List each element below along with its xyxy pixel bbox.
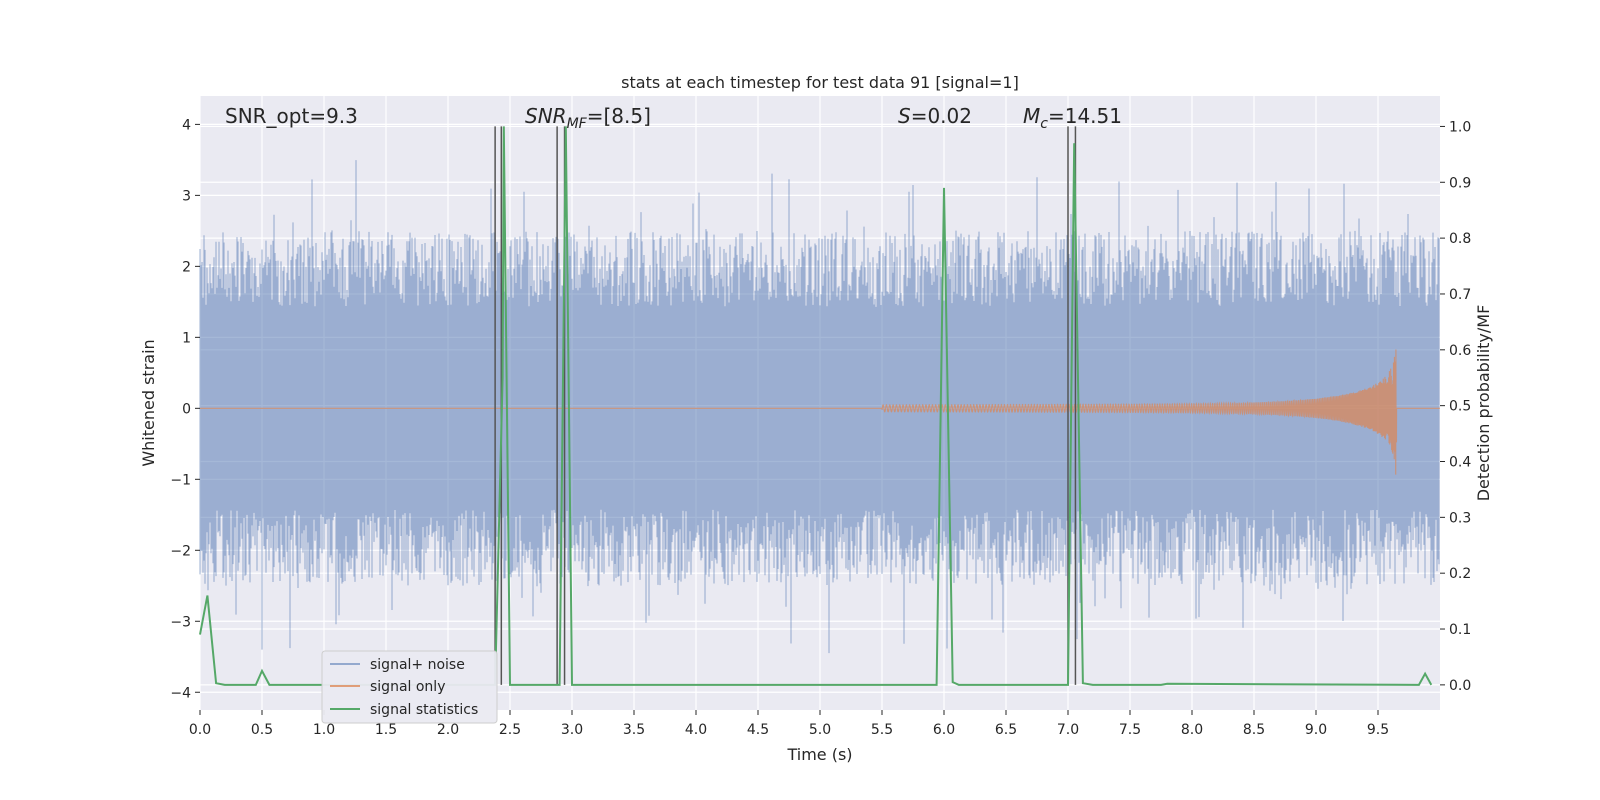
annotation-snr-opt: SNR_opt=9.3 [225, 104, 358, 128]
y-tick-label-right: 0.7 [1449, 287, 1471, 303]
y-tick-label-left: 2 [182, 259, 191, 275]
x-tick-label: 3.0 [561, 722, 583, 738]
signal-noise-line [199, 160, 1440, 654]
y-tick-label-left: −3 [170, 614, 191, 630]
x-tick-label: 9.0 [1305, 722, 1327, 738]
x-tick-label: 2.0 [437, 722, 459, 738]
legend-label-noise: signal+ noise [370, 657, 465, 673]
y-tick-label-left: 3 [182, 188, 191, 204]
x-tick-label: 5.5 [871, 722, 893, 738]
x-tick-label: 0.5 [251, 722, 273, 738]
x-tick-label: 0.0 [189, 722, 211, 738]
signal-statistics-series [199, 126, 1433, 686]
y-tick-label-right: 0.4 [1449, 454, 1471, 470]
y-tick-label-left: −4 [170, 685, 191, 701]
y-tick-label-right: 1.0 [1449, 119, 1471, 135]
signal-only-line [200, 349, 1440, 475]
x-tick-label: 4.0 [685, 722, 707, 738]
x-tick-label: 5.0 [809, 722, 831, 738]
s-value: =0.02 [911, 104, 972, 128]
y-axis-right-ticks: 1.0 0.9 0.8 0.7 0.6 0.5 0.4 0.3 0.2 0.1 0.0 [1440, 119, 1471, 694]
y-tick-label-right: 0.2 [1449, 566, 1471, 582]
y-tick-label-right: 0.5 [1449, 399, 1471, 415]
x-tick-label: 8.5 [1243, 722, 1265, 738]
y-axis-left-label: Whitened strain [139, 339, 158, 466]
chart-title: stats at each timestep for test data 91 … [621, 73, 1019, 92]
x-tick-label: 8.0 [1181, 722, 1203, 738]
x-tick-label: 2.5 [499, 722, 521, 738]
y-tick-label-right: 0.8 [1449, 231, 1471, 247]
snr-mf-value: =[8.5] [587, 104, 651, 128]
signal-statistics-line [199, 126, 1433, 686]
y-tick-label-right: 0.6 [1449, 343, 1471, 359]
snr-mf-base: SNR [525, 104, 567, 128]
legend: signal+ noise signal only signal statist… [321, 650, 498, 724]
y-tick-label-right: 0.0 [1449, 678, 1471, 694]
x-tick-label: 7.0 [1057, 722, 1079, 738]
y-tick-label-right: 0.9 [1449, 175, 1471, 191]
y-tick-label-right: 0.1 [1449, 622, 1471, 638]
mc-value: =14.51 [1048, 104, 1122, 128]
annotation-snr-mf: SNRMF=[8.5] [525, 104, 651, 132]
x-tick-label: 7.5 [1119, 722, 1141, 738]
legend-label-signal: signal only [370, 679, 445, 695]
x-tick-label: 6.0 [933, 722, 955, 738]
legend-label-stats: signal statistics [370, 702, 478, 718]
annotation-s: S=0.02 [898, 104, 972, 128]
s-sym: S [898, 104, 911, 128]
y-tick-label-right: 0.3 [1449, 510, 1471, 526]
mc-base: M [1023, 104, 1040, 128]
legend-box [321, 650, 498, 724]
annotation-mc: Mc=14.51 [1023, 104, 1122, 132]
x-tick-label: 9.5 [1367, 722, 1389, 738]
y-tick-label-left: −2 [170, 543, 191, 559]
x-axis-ticks: 0.0 0.5 1.0 1.5 2.0 2.5 3.0 3.5 4.0 4.5 5.0 5.5 6.0 6… [189, 710, 1389, 738]
x-tick-label: 1.0 [313, 722, 335, 738]
signal-noise-series [199, 160, 1440, 654]
x-tick-label: 1.5 [375, 722, 397, 738]
y-axis-left-ticks: 4 3 2 1 0 −1 −2 −3 −4 [170, 117, 200, 701]
signal-only-series [200, 349, 1440, 475]
x-tick-label: 4.5 [747, 722, 769, 738]
y-tick-label-left: 0 [182, 401, 191, 417]
x-tick-label: 6.5 [995, 722, 1017, 738]
y-tick-label-left: −1 [170, 472, 191, 488]
x-axis-label: Time (s) [786, 745, 852, 764]
y-axis-right-label: Detection probability/MF [1474, 305, 1493, 502]
y-tick-label-left: 4 [182, 117, 191, 133]
snr-mf-sub: MF [567, 116, 588, 132]
y-tick-label-left: 1 [182, 330, 191, 346]
mc-sub: c [1040, 116, 1048, 132]
x-tick-label: 3.5 [623, 722, 645, 738]
